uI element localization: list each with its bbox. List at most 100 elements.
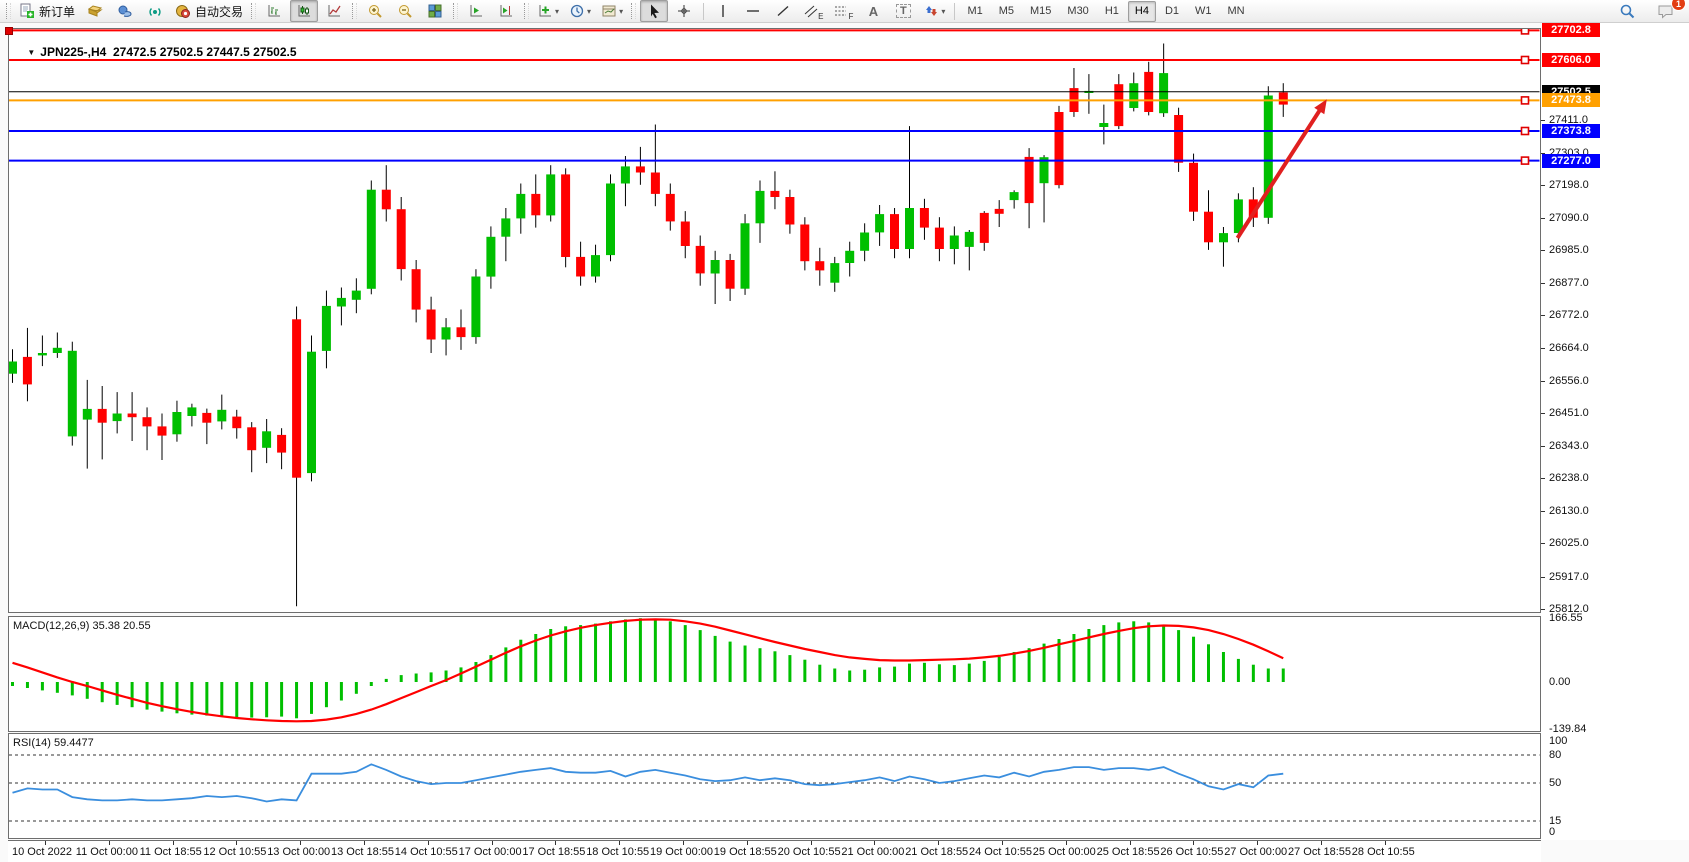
cursor-button[interactable] — [640, 0, 669, 22]
vertical-line-tool[interactable] — [709, 0, 737, 22]
time-axis-label: 28 Oct 10:55 — [1351, 846, 1415, 858]
level-line-27473.8[interactable] — [9, 96, 1540, 105]
rsi-axis-label: 15 — [1549, 815, 1562, 827]
time-tick-mark — [555, 841, 557, 845]
line-handle[interactable] — [1520, 96, 1530, 105]
time-axis-label: 10 Oct 2022 — [12, 846, 72, 858]
time-tick-mark — [172, 841, 174, 845]
price-tick-label: 26343.0 — [1549, 440, 1589, 453]
rsi-axis-label: 50 — [1549, 777, 1562, 789]
tile-windows-button[interactable] — [421, 0, 449, 22]
price-tick-mark — [1541, 413, 1545, 415]
symbol-dropdown-icon[interactable]: ▼ — [27, 48, 36, 57]
rsi-axis-label: 80 — [1549, 749, 1562, 761]
timeframe-h1[interactable]: H1 — [1104, 5, 1119, 17]
arrows-tool[interactable]: ▾ — [919, 0, 949, 22]
line-chart-button[interactable] — [320, 0, 348, 22]
rsi-axis-label: 0 — [1549, 826, 1556, 838]
line-handle[interactable] — [1520, 55, 1530, 65]
time-axis-label: 26 Oct 10:55 — [1160, 846, 1224, 858]
text-tool[interactable]: A — [859, 0, 887, 22]
horizontal-line-icon — [747, 10, 760, 12]
indicators-button[interactable]: ▾ — [533, 0, 563, 22]
arrows-icon — [926, 6, 938, 16]
level-line-27702.8[interactable] — [9, 29, 1540, 35]
new-order-icon — [20, 3, 34, 18]
toolbar-grip[interactable] — [453, 3, 459, 19]
periods-button[interactable]: ▾ — [565, 0, 595, 22]
price-tick-mark — [1541, 381, 1545, 383]
macd-signal-line — [12, 618, 1284, 723]
equidistant-channel-tool[interactable]: E — [799, 0, 827, 22]
toolbar-grip[interactable] — [631, 3, 637, 19]
text-label-tool[interactable]: T — [889, 0, 917, 22]
price-chart-pane[interactable] — [8, 28, 1541, 613]
timeframe-m15[interactable]: M15 — [1030, 5, 1052, 17]
timeframe-d1[interactable]: D1 — [1164, 5, 1179, 17]
macd-axis-label: 0.00 — [1549, 676, 1571, 688]
timeframe-mn[interactable]: MN — [1227, 5, 1245, 17]
line-handle[interactable] — [5, 27, 13, 35]
toolbar-grip[interactable] — [352, 3, 358, 19]
chart-shift-button[interactable] — [492, 0, 520, 22]
timeframe-h4[interactable]: H4 — [1127, 0, 1156, 22]
toolbar-grip[interactable] — [251, 3, 257, 19]
zoom-out-button[interactable] — [391, 0, 419, 22]
signals-icon — [149, 8, 161, 16]
auto-scroll-button[interactable] — [462, 0, 490, 22]
timeframe-m1[interactable]: M1 — [967, 5, 983, 17]
bar-chart-button[interactable] — [260, 0, 288, 22]
candlestick-chart-button[interactable] — [290, 0, 319, 22]
time-axis-label: 20 Oct 10:55 — [777, 846, 841, 858]
price-tick-label: 26451.0 — [1549, 407, 1589, 420]
charts-button[interactable] — [111, 0, 139, 22]
price-tick-mark — [1541, 576, 1545, 578]
macd-axis-label: -139.84 — [1549, 723, 1587, 735]
timeframe-m30[interactable]: M30 — [1067, 5, 1089, 17]
macd-chart[interactable] — [9, 617, 1540, 731]
new-order-button[interactable]: 新订单 — [15, 0, 79, 22]
main-chart[interactable] — [9, 29, 1540, 612]
search-button[interactable] — [1613, 0, 1641, 22]
time-axis-label: 27 Oct 18:55 — [1288, 846, 1351, 858]
line-handle[interactable] — [1520, 126, 1530, 136]
macd-pane[interactable] — [8, 616, 1541, 732]
notifications-button[interactable]: 1 — [1652, 0, 1686, 22]
line-handle[interactable] — [1520, 29, 1530, 35]
timeframe-m5[interactable]: M5 — [998, 5, 1014, 17]
auto-trading-icon — [176, 5, 191, 18]
rsi-chart[interactable] — [9, 734, 1540, 838]
time-tick-mark — [1384, 841, 1386, 845]
auto-trading-button[interactable]: 自动交易 — [171, 0, 247, 22]
market-watch-button[interactable] — [81, 0, 109, 22]
level-line-27606[interactable] — [9, 55, 1540, 65]
channel-icon — [804, 5, 818, 18]
fibonacci-tool[interactable]: F — [829, 0, 857, 22]
signals-button[interactable] — [141, 0, 169, 22]
toolbar-right: 1 — [1612, 0, 1686, 22]
ohlc-quote: 27472.5 27502.5 27447.5 27502.5 — [112, 45, 297, 59]
horizontal-line-tool[interactable] — [739, 0, 767, 22]
toolbar-grip[interactable] — [6, 3, 11, 19]
time-axis-label: 17 Oct 00:00 — [458, 846, 522, 858]
crosshair-button[interactable] — [670, 0, 698, 22]
trendline-tool[interactable] — [769, 0, 797, 22]
line-handle[interactable] — [1520, 156, 1530, 165]
toolbar-grip[interactable] — [524, 3, 530, 19]
time-axis[interactable]: 10 Oct 2022 11 Oct 00:00 11 Oct 18:55 12 Oc… — [8, 840, 1541, 862]
zoom-in-icon — [369, 5, 382, 18]
time-tick-mark — [683, 841, 684, 845]
level-line-27373.8[interactable] — [9, 126, 1540, 136]
level-line-27277[interactable] — [9, 156, 1540, 165]
zoom-in-button[interactable] — [361, 0, 389, 22]
time-axis-label: 25 Oct 18:55 — [1096, 846, 1160, 858]
cursor-icon — [651, 4, 660, 19]
price-tick-mark — [1541, 478, 1545, 480]
timeframe-w1[interactable]: W1 — [1195, 5, 1212, 17]
templates-button[interactable]: ▾ — [597, 0, 627, 22]
charts-icon — [118, 5, 132, 17]
trend-arrow[interactable] — [1235, 99, 1327, 240]
rsi-pane[interactable] — [8, 733, 1541, 839]
time-tick-mark — [746, 841, 748, 845]
price-axis[interactable]: 27411.027303.027198.027090.026985.026877… — [1541, 23, 1689, 840]
